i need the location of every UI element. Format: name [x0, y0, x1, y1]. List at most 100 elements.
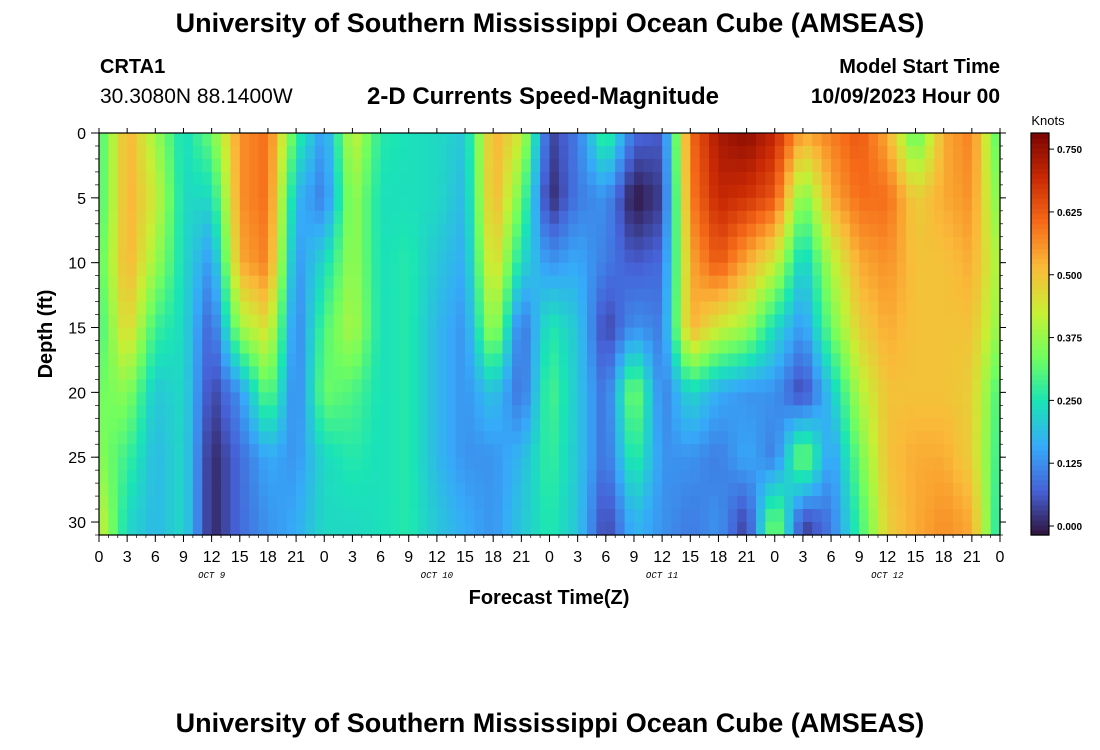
heatmap-cell [427, 366, 438, 380]
heatmap-cell [774, 184, 785, 199]
heatmap-cell [727, 301, 738, 316]
heatmap-cell [699, 379, 710, 393]
heatmap-cell [709, 379, 720, 393]
heatmap-cell [258, 483, 269, 497]
heatmap-cell [690, 249, 701, 264]
heatmap-cell [746, 496, 757, 510]
heatmap-cell [652, 210, 663, 225]
heatmap-cell [286, 431, 297, 445]
heatmap-cell [699, 158, 710, 173]
heatmap-cell [868, 509, 879, 523]
heatmap-cell [267, 249, 278, 264]
heatmap-cell [558, 470, 569, 484]
heatmap-cell [680, 262, 691, 277]
heatmap-cell [943, 470, 954, 484]
heatmap-cell [530, 184, 541, 199]
heatmap-cell [333, 392, 344, 406]
colorbar-segment [1031, 359, 1049, 365]
heatmap-cell [746, 470, 757, 484]
heatmap-cell [971, 275, 982, 290]
heatmap-cell [277, 236, 288, 251]
heatmap-cell [859, 444, 870, 458]
heatmap-cell [136, 457, 147, 471]
heatmap-cell [305, 275, 316, 290]
heatmap-cell [418, 236, 429, 251]
colorbar-segment [1031, 258, 1049, 265]
heatmap-cell [774, 158, 785, 173]
heatmap-cell [924, 158, 935, 173]
heatmap-cell [155, 197, 166, 212]
heatmap-cell [652, 133, 663, 147]
heatmap-cell [821, 392, 832, 406]
heatmap-cell [277, 158, 288, 173]
heatmap-cell [465, 353, 476, 368]
heatmap-cell [877, 470, 888, 484]
heatmap-cell [831, 133, 842, 147]
heatmap-cell [784, 522, 795, 536]
heatmap-cell [296, 457, 307, 471]
colorbar-segment [1031, 519, 1049, 526]
colorbar-frame [1030, 132, 1050, 536]
heatmap-cell [896, 379, 907, 393]
heatmap-cell [727, 496, 738, 510]
heatmap-cell [352, 223, 363, 238]
heatmap-cell [549, 431, 560, 445]
heatmap-cell [99, 483, 109, 497]
heatmap-cell [906, 236, 917, 251]
heatmap-cell [239, 223, 250, 238]
heatmap-cell [324, 158, 335, 173]
heatmap-cell [258, 223, 269, 238]
heatmap-cell [258, 249, 269, 264]
heatmap-cell [877, 444, 888, 458]
heatmap-cell [774, 418, 785, 432]
heatmap-cell [174, 197, 185, 212]
heatmap-cell [624, 145, 635, 160]
heatmap-cell [831, 184, 842, 199]
heatmap-cell [924, 171, 935, 186]
heatmap-cell [155, 392, 166, 406]
heatmap-cell [174, 223, 185, 238]
heatmap-cell [709, 509, 720, 523]
heatmap-cell [793, 379, 804, 393]
heatmap-cell [671, 431, 682, 445]
heatmap-cell [812, 184, 823, 199]
heatmap-cell [530, 223, 541, 238]
heatmap-cell [380, 418, 391, 432]
heatmap-cell [249, 171, 260, 186]
colorbar-segment [1031, 434, 1049, 441]
heatmap-cell [887, 470, 898, 484]
heatmap-cell [577, 275, 588, 290]
heatmap-cell [277, 210, 288, 225]
heatmap-cell [821, 158, 832, 173]
heatmap-cell [540, 509, 551, 523]
heatmap-cell [108, 275, 119, 290]
heatmap-cell [906, 483, 917, 497]
heatmap-cell [333, 431, 344, 445]
heatmap-cell [117, 392, 128, 406]
heatmap-cell [314, 483, 325, 497]
heatmap-cell [136, 158, 147, 173]
heatmap-cell [174, 171, 185, 186]
heatmap-cell [727, 288, 738, 303]
heatmap-cell [305, 288, 316, 303]
heatmap-cell [699, 171, 710, 186]
heatmap-cell [352, 379, 363, 393]
heatmap-cell [192, 353, 203, 368]
heatmap-cell [812, 262, 823, 277]
heatmap-cell [962, 340, 973, 355]
heatmap-cell [784, 223, 795, 238]
heatmap-cell [127, 236, 138, 251]
heatmap-cell [230, 262, 241, 277]
heatmap-cell [877, 184, 888, 199]
heatmap-cell [296, 158, 307, 173]
heatmap-cell [784, 470, 795, 484]
heatmap-cell [286, 249, 297, 264]
heatmap-cell [887, 210, 898, 225]
heatmap-cell [662, 236, 673, 251]
heatmap-cell [877, 431, 888, 445]
heatmap-cell [709, 301, 720, 316]
heatmap-cell [211, 236, 222, 251]
heatmap-cell [155, 145, 166, 160]
heatmap-cell [258, 275, 269, 290]
heatmap-cell [633, 522, 644, 536]
